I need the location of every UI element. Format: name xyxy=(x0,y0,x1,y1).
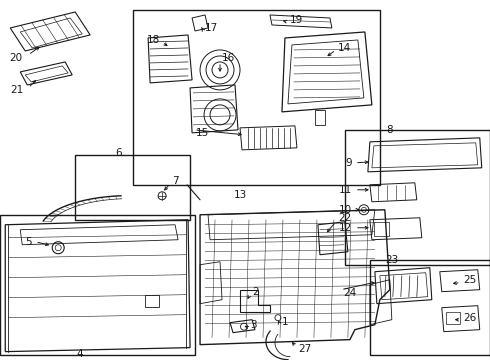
Text: 5: 5 xyxy=(25,237,32,247)
Text: 11: 11 xyxy=(339,185,352,195)
Text: 14: 14 xyxy=(338,43,351,53)
Text: 7: 7 xyxy=(172,176,179,186)
Text: 2: 2 xyxy=(252,287,259,297)
Text: 3: 3 xyxy=(250,320,257,330)
Text: 15: 15 xyxy=(196,128,209,138)
Text: 19: 19 xyxy=(290,15,303,25)
Bar xyxy=(0,215,195,355)
Bar xyxy=(374,222,389,236)
Text: 10: 10 xyxy=(339,205,352,215)
Text: 22: 22 xyxy=(338,213,351,223)
Bar xyxy=(446,312,460,324)
Text: 9: 9 xyxy=(345,158,352,168)
Bar xyxy=(133,10,380,185)
Bar xyxy=(315,110,325,125)
Text: 26: 26 xyxy=(463,313,476,323)
Text: 25: 25 xyxy=(463,275,476,285)
Text: 24: 24 xyxy=(343,288,356,298)
Bar xyxy=(370,260,490,355)
Text: 16: 16 xyxy=(222,53,235,63)
Text: 20: 20 xyxy=(9,53,22,63)
Text: 13: 13 xyxy=(233,190,246,200)
Text: 1: 1 xyxy=(282,317,289,327)
Text: 6: 6 xyxy=(115,148,122,158)
Text: 18: 18 xyxy=(147,35,160,45)
Text: 23: 23 xyxy=(385,255,398,265)
Bar xyxy=(145,295,159,307)
Text: 27: 27 xyxy=(298,344,311,354)
Text: 17: 17 xyxy=(205,23,218,33)
Bar xyxy=(75,155,190,220)
Text: 4: 4 xyxy=(77,348,83,359)
Text: 21: 21 xyxy=(10,85,23,95)
Text: 12: 12 xyxy=(339,223,352,233)
Bar xyxy=(345,130,490,265)
Text: 8: 8 xyxy=(387,125,393,135)
